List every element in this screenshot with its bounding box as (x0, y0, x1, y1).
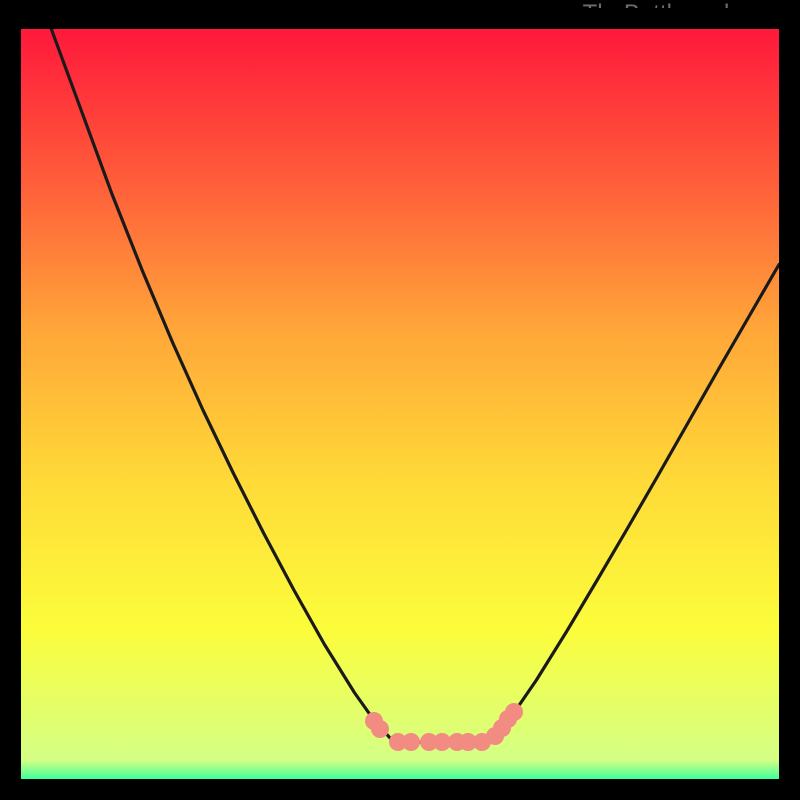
chart-frame (0, 8, 800, 800)
